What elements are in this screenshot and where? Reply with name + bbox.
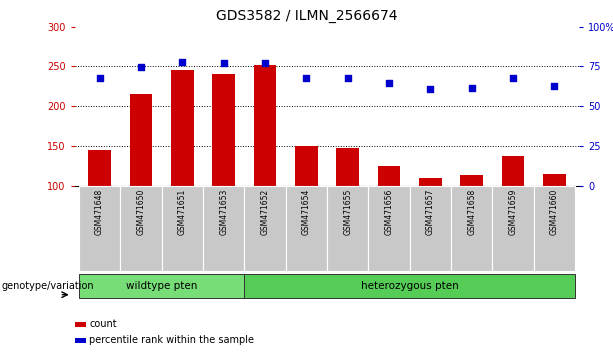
Text: GSM471658: GSM471658 [467, 188, 476, 235]
Bar [502, 156, 525, 186]
Text: GSM471660: GSM471660 [550, 188, 559, 235]
Bar [245, 274, 575, 298]
Bar [254, 65, 276, 186]
Bar [79, 274, 245, 298]
Bar [327, 186, 368, 271]
Bar [409, 186, 451, 271]
Bar [129, 94, 152, 186]
Bar [378, 166, 400, 186]
Bar [492, 186, 534, 271]
Bar [120, 186, 162, 271]
Point [508, 75, 518, 81]
Text: GSM471656: GSM471656 [384, 188, 394, 235]
Text: wildtype pten: wildtype pten [126, 281, 197, 291]
Bar [79, 186, 120, 271]
Bar [75, 322, 86, 327]
Text: GSM471650: GSM471650 [137, 188, 145, 235]
Point [425, 86, 435, 92]
Text: genotype/variation: genotype/variation [2, 281, 94, 291]
Text: GSM471655: GSM471655 [343, 188, 352, 235]
Point [467, 85, 477, 91]
Text: count: count [89, 319, 117, 329]
Bar [203, 186, 245, 271]
Bar [460, 175, 483, 186]
Text: GSM471652: GSM471652 [261, 188, 270, 235]
Text: GSM471653: GSM471653 [219, 188, 228, 235]
Bar [419, 178, 442, 186]
Bar [75, 338, 86, 343]
Point [94, 75, 104, 81]
Text: GSM471659: GSM471659 [509, 188, 517, 235]
Text: GSM471657: GSM471657 [426, 188, 435, 235]
Bar [245, 186, 286, 271]
Bar [295, 146, 318, 186]
Point [302, 75, 311, 81]
Bar [162, 186, 203, 271]
Bar [171, 70, 194, 186]
Bar [451, 186, 492, 271]
Point [260, 60, 270, 66]
Text: GSM471651: GSM471651 [178, 188, 187, 235]
Point [136, 64, 146, 70]
Bar [212, 74, 235, 186]
Bar [543, 174, 566, 186]
Point [384, 80, 394, 86]
Text: GSM471648: GSM471648 [95, 188, 104, 235]
Point [343, 75, 352, 81]
Text: GDS3582 / ILMN_2566674: GDS3582 / ILMN_2566674 [216, 9, 397, 23]
Text: GSM471654: GSM471654 [302, 188, 311, 235]
Text: percentile rank within the sample: percentile rank within the sample [89, 335, 254, 345]
Point [550, 84, 560, 89]
Text: heterozygous pten: heterozygous pten [361, 281, 459, 291]
Bar [88, 150, 111, 186]
Bar [337, 148, 359, 186]
Point [177, 59, 187, 65]
Bar [534, 186, 575, 271]
Bar [368, 186, 409, 271]
Bar [286, 186, 327, 271]
Point [219, 60, 229, 66]
